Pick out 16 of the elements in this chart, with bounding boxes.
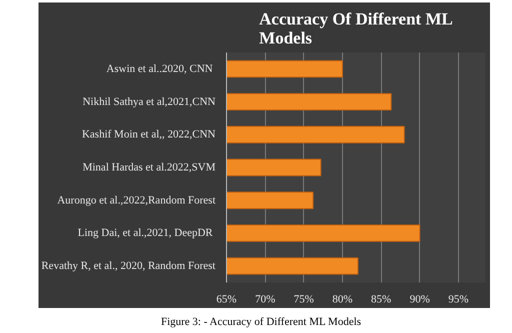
y-tick-label: Aurongo et al.,2022,Random Forest: [57, 194, 216, 206]
x-tick-label: 70%: [255, 294, 276, 306]
y-tick-label: Kashif Moin et al,, 2022,CNN: [82, 128, 216, 141]
y-tick-label: Revathy R, et al., 2020, Random Forest: [41, 260, 216, 272]
y-tick-label: Nikhil Sathya et al,2021,CNN: [82, 96, 216, 108]
y-tick-label: Minal Hardas et al.2022,SVM: [82, 162, 216, 174]
x-tick-label: 75%: [294, 294, 314, 306]
x-tick-label: 80%: [332, 294, 353, 306]
x-tick-label: 85%: [371, 294, 392, 306]
x-tick-label: 90%: [410, 294, 430, 306]
x-tick-label: 95%: [448, 294, 469, 306]
caption: Figure 3: - Accuracy of Different ML Models: [160, 315, 362, 330]
x-tick-label: 65%: [216, 294, 237, 306]
y-tick-label: Ling Dai, et al.,2021, DeepDR: [78, 227, 214, 240]
y-tick-label: Aswin et al..2020, CNN: [106, 62, 213, 75]
chart-title: Accuracy Of Different ML Models: [259, 10, 453, 48]
